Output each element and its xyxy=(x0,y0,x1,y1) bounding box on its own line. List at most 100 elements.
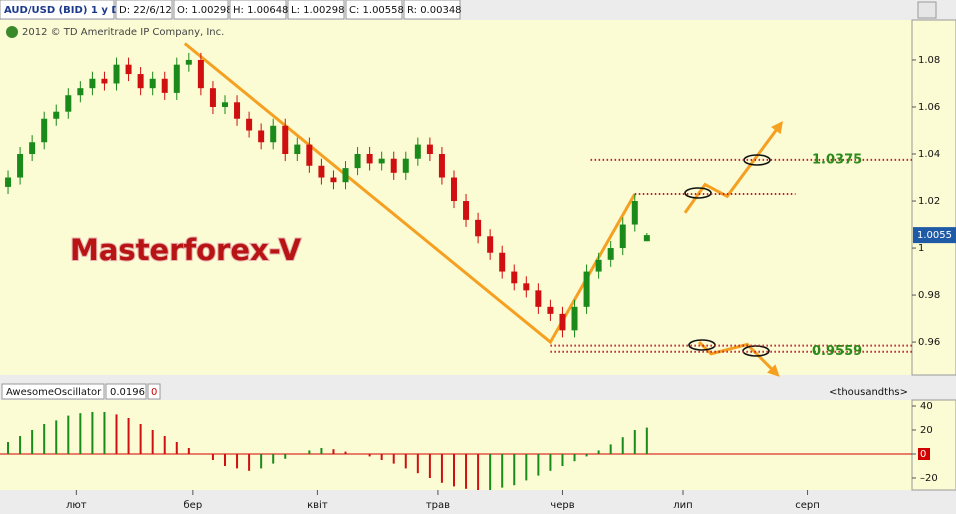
box xyxy=(345,0,403,20)
candle-body xyxy=(535,290,542,307)
x-tick-label: бер xyxy=(184,500,203,511)
candle-body xyxy=(53,111,60,119)
candle-body xyxy=(197,59,204,89)
candle-body xyxy=(258,130,265,143)
level-label: 0.9559 xyxy=(812,344,862,359)
copyright: 2012 © TD Ameritrade IP Company, Inc. xyxy=(22,27,224,38)
header: AUD/USD (BID) 1 y D D: 22/6/12 O: 1.0029… xyxy=(0,0,937,38)
box xyxy=(147,383,161,400)
osc-reading: 0.0196 xyxy=(110,387,145,398)
y-tick-label: 20 xyxy=(920,425,933,436)
candle-body xyxy=(547,306,554,314)
candle-body xyxy=(17,154,24,178)
trendline xyxy=(183,42,637,345)
osc-flag: 0 xyxy=(151,387,157,398)
candle-body xyxy=(607,248,614,260)
last-price-label: 1.0055 xyxy=(917,230,952,241)
box xyxy=(0,0,115,20)
y-tick-label: 1.04 xyxy=(918,149,940,160)
y-tick-label: 1.06 xyxy=(918,102,940,113)
candle-body xyxy=(499,252,506,272)
candle-body xyxy=(77,88,84,96)
osc-header: AwesomeOscillator 0.0196 0 <thousandths> xyxy=(1,383,908,400)
candle-body xyxy=(221,102,228,107)
low: L: 1.00298 xyxy=(291,5,344,16)
info-icon xyxy=(6,26,18,38)
x-tick-label: трав xyxy=(426,500,450,511)
candle-body xyxy=(342,168,349,183)
candle-body xyxy=(330,177,337,183)
candle-body xyxy=(463,201,470,220)
osc-title: AwesomeOscillator xyxy=(6,387,102,398)
level-label: 1.0375 xyxy=(812,152,862,167)
osc-axis xyxy=(911,399,956,491)
candle-body xyxy=(282,125,289,155)
range: R: 0.00348 xyxy=(407,5,462,16)
x-tick-label: лип xyxy=(673,500,692,511)
oscillator-panel xyxy=(0,400,912,490)
box xyxy=(287,0,345,20)
candle-body xyxy=(354,154,361,169)
candle-body xyxy=(559,313,566,331)
candle-body xyxy=(161,78,168,93)
date: D: 22/6/12 xyxy=(119,5,172,16)
osc-units: <thousandths> xyxy=(829,387,908,398)
candle-body xyxy=(378,158,385,164)
candle-body xyxy=(113,64,120,84)
candle-body xyxy=(294,144,301,155)
candle-body xyxy=(402,158,409,173)
candle-body xyxy=(41,118,48,143)
candle-body xyxy=(414,144,421,159)
close: C: 1.00558 xyxy=(349,5,404,16)
candle-body xyxy=(246,118,253,131)
open: O: 1.00298 xyxy=(177,5,233,16)
candle-body xyxy=(631,201,638,225)
y-tick-label: 1.08 xyxy=(918,55,940,66)
candle-body xyxy=(270,125,277,143)
y-tick-label: 0 xyxy=(920,449,926,460)
x-tick-label: лют xyxy=(66,500,87,511)
y-tick-label: 1 xyxy=(918,243,924,254)
x-tick-label: квіт xyxy=(307,499,328,511)
candle-body xyxy=(125,64,132,75)
candle-body xyxy=(137,74,144,89)
y-tick-label: 40 xyxy=(920,401,933,412)
high: H: 1.00648 xyxy=(233,5,288,16)
candle-body xyxy=(65,95,72,112)
candle-body xyxy=(511,271,518,284)
candle-body xyxy=(318,165,325,178)
candle-body xyxy=(390,158,397,173)
y-tick-label: –20 xyxy=(920,473,938,484)
y-tick-label: 1.02 xyxy=(918,196,940,207)
settings-button[interactable] xyxy=(917,1,937,19)
candle-body xyxy=(173,64,180,93)
candle-body xyxy=(89,78,96,89)
candle-body xyxy=(619,224,626,249)
box xyxy=(115,0,173,20)
candle-body xyxy=(571,306,578,331)
candle-body xyxy=(234,102,241,119)
box xyxy=(105,383,147,400)
projection xyxy=(698,341,780,377)
box xyxy=(403,0,461,20)
candle-body xyxy=(29,142,36,155)
price-axis xyxy=(911,19,956,376)
zero-flag xyxy=(918,448,930,460)
annotation: Masterforex-V xyxy=(70,233,302,267)
box xyxy=(229,0,287,20)
candle-body xyxy=(209,88,216,107)
candle-body xyxy=(306,144,313,166)
candle-body xyxy=(523,283,530,291)
x-tick-label: серп xyxy=(795,500,820,511)
candle-body xyxy=(438,154,445,178)
candle-body xyxy=(450,177,457,202)
candle-body xyxy=(475,219,482,237)
candle-body xyxy=(5,177,12,187)
last-price-box xyxy=(913,227,956,244)
y-tick-label: 0.96 xyxy=(918,337,940,348)
candle-body xyxy=(101,78,108,84)
candle-body xyxy=(595,259,602,272)
candle-body xyxy=(643,235,650,242)
x-tick-label: черв xyxy=(550,500,574,511)
